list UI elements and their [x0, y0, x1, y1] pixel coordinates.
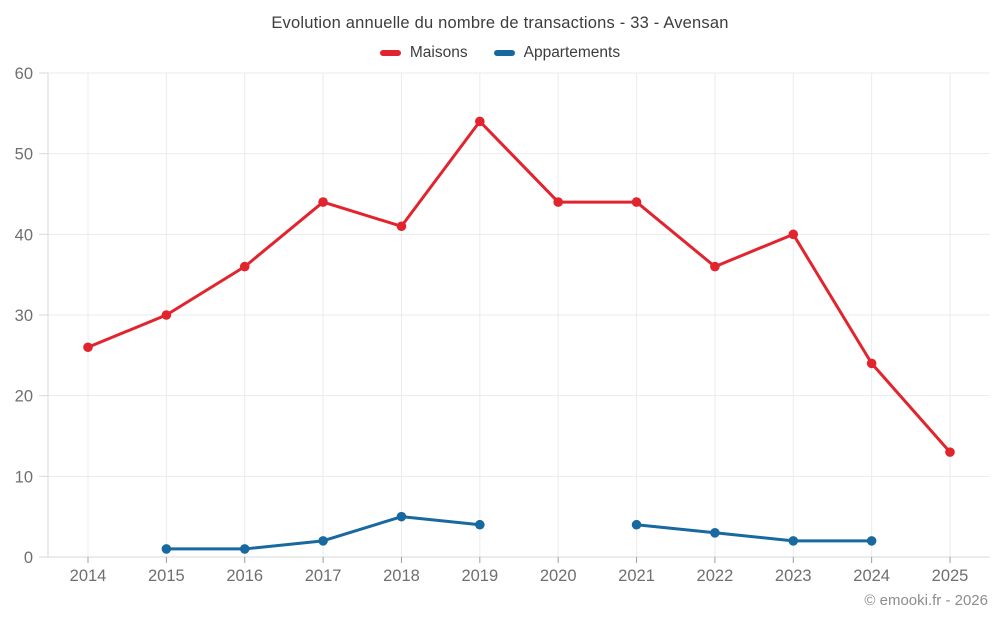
data-point-appartements	[239, 544, 250, 554]
x-tick-label: 2023	[775, 567, 812, 585]
data-point-maisons	[396, 221, 407, 232]
x-tick-label: 2016	[226, 567, 263, 585]
data-point-appartements	[396, 511, 407, 522]
chart-title: Evolution annuelle du nombre de transact…	[271, 14, 729, 32]
x-tick-label: 2020	[540, 567, 577, 585]
data-point-maisons	[239, 261, 250, 272]
data-point-maisons	[83, 342, 93, 353]
y-tick-label: 40	[15, 226, 33, 244]
data-point-appartements	[475, 519, 485, 530]
data-point-maisons	[318, 197, 328, 207]
legend-label-maisons: Maisons	[409, 44, 468, 61]
data-point-maisons	[553, 197, 563, 207]
x-tick-label: 2017	[305, 567, 342, 585]
data-point-appartements	[631, 519, 642, 530]
x-tick-label: 2024	[853, 567, 890, 585]
data-point-maisons	[631, 197, 642, 207]
x-tick-label: 2018	[383, 567, 420, 585]
x-tick-label: 2014	[70, 567, 107, 585]
x-tick-label: 2015	[148, 567, 185, 585]
legend-label-appartements: Appartements	[523, 44, 621, 61]
legend-swatch-appartements-icon	[493, 50, 515, 56]
data-point-maisons	[710, 261, 720, 272]
copyright-footer: © emooki.fr - 2026	[864, 592, 988, 609]
y-tick-label: 30	[15, 307, 33, 325]
data-point-maisons	[945, 447, 955, 457]
data-point-appartements	[710, 528, 720, 538]
x-tick-label: 2021	[618, 567, 655, 585]
y-tick-label: 10	[15, 468, 33, 486]
y-tick-label: 50	[15, 146, 33, 164]
x-tick-label: 2025	[932, 567, 969, 585]
x-tick-label: 2019	[461, 567, 498, 585]
y-tick-label: 60	[15, 65, 33, 83]
legend-swatch-maisons-icon	[379, 50, 401, 56]
y-tick-label: 20	[15, 388, 33, 406]
chart-legend: Maisons Appartements	[0, 44, 1000, 62]
y-tick-label: 0	[24, 549, 33, 567]
legend-item-maisons: Maisons	[379, 44, 468, 62]
data-point-maisons	[161, 310, 172, 320]
series-line-maisons	[86, 119, 952, 454]
data-point-appartements	[866, 536, 877, 546]
data-point-appartements	[788, 536, 799, 546]
data-point-maisons	[475, 116, 485, 127]
series-line-appartements	[635, 523, 874, 543]
x-tick-label: 2022	[697, 567, 734, 585]
data-point-maisons	[866, 358, 877, 369]
data-point-appartements	[318, 536, 328, 546]
data-point-maisons	[788, 229, 799, 240]
legend-item-appartements: Appartements	[493, 44, 621, 62]
data-point-appartements	[161, 544, 172, 554]
